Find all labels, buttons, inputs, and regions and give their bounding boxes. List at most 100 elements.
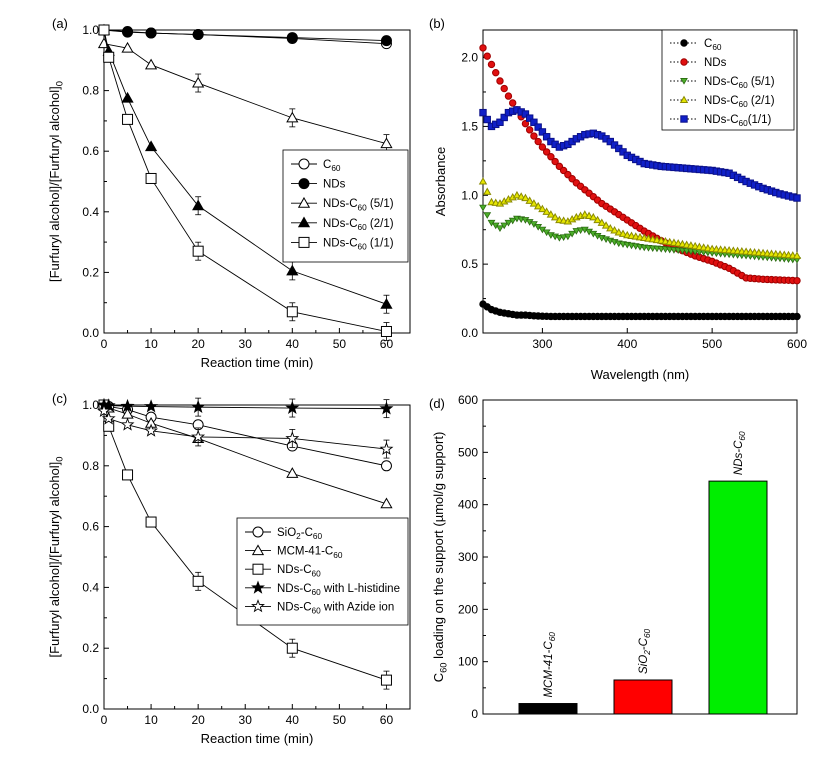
subscript: 60 xyxy=(358,223,368,232)
data-point xyxy=(492,68,500,77)
data-point xyxy=(380,497,393,509)
data-point xyxy=(606,223,615,232)
x-tick-label: 30 xyxy=(239,337,253,351)
y-tick-label: 0.6 xyxy=(82,520,99,534)
text-span: C xyxy=(431,673,446,682)
data-point xyxy=(533,201,543,210)
legend-label: NDs-C60 (2/1) xyxy=(704,95,775,109)
x-tick-label: 300 xyxy=(532,337,552,351)
bar-label: NDs-C60 xyxy=(733,431,747,475)
data-point xyxy=(610,226,619,234)
data-point xyxy=(504,92,513,100)
legend-label: NDs-C60 (2/1) xyxy=(323,218,394,232)
data-point xyxy=(103,51,115,63)
data-point xyxy=(538,204,547,213)
text-span: (1/1) xyxy=(367,237,394,249)
data-point xyxy=(793,194,801,202)
data-point xyxy=(793,276,801,285)
data-point xyxy=(98,24,110,36)
x-tick-label: 0 xyxy=(101,337,108,351)
data-point xyxy=(576,227,585,235)
data-point xyxy=(380,460,392,472)
panel-a: 0 10 20 30 40 50 60 0.0 0.2 0.4 0.6 0.8 1.0 (a) Reacti… xyxy=(47,16,411,370)
text-span: (5/1) xyxy=(748,76,775,88)
x-tick-label: 20 xyxy=(191,337,205,351)
y-tick-label: 300 xyxy=(458,550,478,564)
bar xyxy=(518,703,578,715)
y-tick-label: 0.2 xyxy=(82,641,99,655)
panel-label: (b) xyxy=(429,16,445,31)
legend-label: SiO2-C60 xyxy=(277,527,323,541)
data-point xyxy=(483,115,491,124)
series-3 xyxy=(97,23,393,314)
x-tick-label: 60 xyxy=(380,337,394,351)
text-span: -C xyxy=(638,637,650,650)
y-axis-label: [Furfuryl alcohol]/[Furfuryl alcohol]0 xyxy=(47,81,65,282)
series-1 xyxy=(97,398,393,509)
y-tick-label: 0.2 xyxy=(82,265,99,279)
data-point xyxy=(534,137,542,146)
subscript: 60 xyxy=(358,203,368,212)
text-span: NDs-C xyxy=(704,76,739,88)
subscript: 60 xyxy=(738,431,747,441)
legend-box xyxy=(236,517,409,626)
y-tick-label: 0 xyxy=(471,707,478,721)
data-point xyxy=(584,211,594,219)
text-span: NDs xyxy=(323,179,346,191)
data-point xyxy=(483,212,492,219)
y-tick-label: 200 xyxy=(458,602,478,616)
data-point xyxy=(500,113,508,122)
subscript: 60 xyxy=(312,588,322,597)
text-span: NDs-C xyxy=(323,237,358,249)
subscript: 0 xyxy=(55,81,65,86)
legend-label: NDs xyxy=(704,57,727,69)
text-span: NDs xyxy=(704,57,727,69)
data-point xyxy=(479,204,487,212)
text-span: C xyxy=(704,38,712,50)
data-point xyxy=(97,403,111,417)
data-point xyxy=(614,228,624,236)
series-3 xyxy=(478,177,802,259)
y-tick-label: 0.6 xyxy=(82,144,99,158)
legend-marker xyxy=(298,158,310,170)
x-tick-label: 400 xyxy=(617,337,637,351)
x-tick-label: 40 xyxy=(286,713,300,727)
subscript: 60 xyxy=(739,100,749,109)
series-2 xyxy=(97,37,393,154)
y-tick-label: 0.8 xyxy=(82,84,99,98)
data-point xyxy=(192,29,204,41)
data-point xyxy=(525,114,534,122)
x-tick-label: 30 xyxy=(239,713,253,727)
y-tick-label: 500 xyxy=(458,445,478,459)
data-point xyxy=(286,467,299,478)
data-point xyxy=(286,32,298,44)
legend-marker xyxy=(251,599,265,613)
x-tick-label: 50 xyxy=(333,713,347,727)
data-point xyxy=(530,132,538,140)
y-tick-label: 0.4 xyxy=(82,205,99,219)
subscript: 2 xyxy=(643,650,652,656)
data-point xyxy=(487,60,496,69)
series-0 xyxy=(98,399,392,472)
panel-label: (a) xyxy=(52,16,68,31)
data-point xyxy=(529,199,539,207)
data-point xyxy=(122,113,134,125)
data-point xyxy=(145,516,157,528)
y-axis-label: C60 loading on the support (µmol/g suppo… xyxy=(431,432,449,683)
subscript: 2 xyxy=(296,532,301,541)
text-span: NDs-C xyxy=(323,198,358,210)
legend-marker xyxy=(680,58,688,66)
legend-label: C60 xyxy=(323,159,341,173)
x-tick-label: 20 xyxy=(191,713,205,727)
legend-marker xyxy=(251,580,265,594)
series-1 xyxy=(479,44,801,285)
data-point xyxy=(568,230,577,238)
text-span: loading on the support (µmol/g support) xyxy=(431,432,446,663)
text-span: (2/1) xyxy=(367,218,394,230)
y-tick-label: 1.0 xyxy=(82,398,99,412)
subscript: 60 xyxy=(312,569,322,578)
x-tick-label: 0 xyxy=(101,713,108,727)
subscript: 0 xyxy=(55,457,65,462)
data-point xyxy=(379,441,394,455)
